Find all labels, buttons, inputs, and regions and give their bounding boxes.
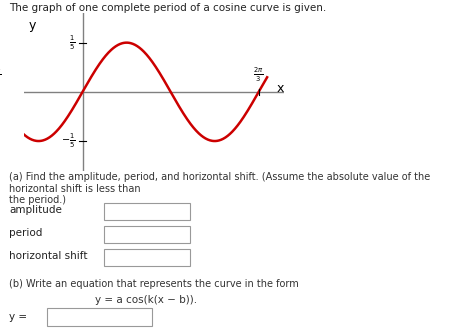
Text: y =: y = (9, 312, 27, 321)
FancyBboxPatch shape (104, 249, 190, 266)
Text: The graph of one complete period of a cosine curve is given.: The graph of one complete period of a co… (9, 3, 327, 13)
FancyBboxPatch shape (47, 308, 152, 326)
Text: (b) Write an equation that represents the curve in the form: (b) Write an equation that represents th… (9, 279, 299, 289)
Text: amplitude: amplitude (9, 205, 63, 215)
FancyBboxPatch shape (104, 226, 190, 243)
FancyBboxPatch shape (104, 203, 190, 220)
Text: horizontal shift: horizontal shift (9, 251, 88, 261)
Text: $-\frac{\pi}{3}$: $-\frac{\pi}{3}$ (0, 68, 2, 84)
Text: $\frac{2\pi}{3}$: $\frac{2\pi}{3}$ (254, 66, 264, 84)
Text: y: y (29, 19, 36, 32)
Text: x: x (277, 82, 284, 95)
Text: (a) Find the amplitude, period, and horizontal shift. (Assume the absolute value: (a) Find the amplitude, period, and hori… (9, 172, 431, 205)
Text: $\frac{1}{5}$: $\frac{1}{5}$ (70, 33, 76, 52)
Text: period: period (9, 228, 43, 238)
Text: y = a cos(k(x − b)).: y = a cos(k(x − b)). (95, 295, 197, 305)
Text: $-\frac{1}{5}$: $-\frac{1}{5}$ (61, 132, 76, 150)
